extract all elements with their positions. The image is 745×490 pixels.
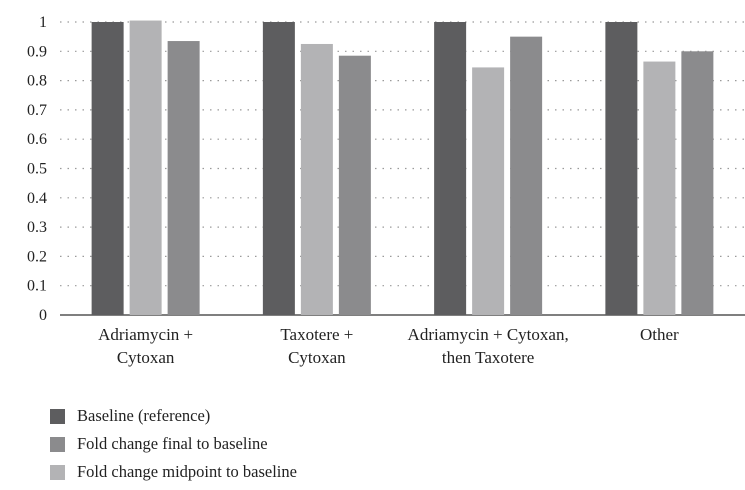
y-tick-label: 0.7	[27, 102, 47, 119]
y-tick-label: 0.9	[27, 43, 47, 60]
x-tick-label: then Taxotere	[442, 348, 534, 367]
x-tick-label: Adriamycin + Cytoxan,	[408, 325, 569, 344]
y-tick-label: 0.2	[27, 248, 47, 265]
x-tick-label: Taxotere +	[280, 325, 353, 344]
legend-item-final: Fold change final to baseline	[50, 430, 297, 458]
legend-item-midpoint: Fold change midpoint to baseline	[50, 458, 297, 486]
legend-label-final: Fold change final to baseline	[77, 434, 268, 453]
x-tick-label: Cytoxan	[288, 348, 346, 367]
x-tick-label: Other	[640, 325, 679, 344]
bar	[91, 22, 124, 315]
x-tick-label: Cytoxan	[117, 348, 175, 367]
y-tick-label: 1	[39, 14, 47, 31]
x-tick-label: Adriamycin +	[98, 325, 193, 344]
y-tick-label: 0	[39, 307, 47, 324]
y-tick-label: 0.8	[27, 73, 47, 90]
bar	[605, 22, 638, 315]
y-tick-label: 0.3	[27, 219, 47, 236]
bar-chart: 0 0.1 0.2 0.3 0.4 0.5 0.6 0.7 0.8 0.9 1 Adriamycin …	[27, 14, 745, 367]
legend-label-baseline: Baseline (reference)	[77, 406, 211, 425]
bar	[129, 20, 162, 315]
y-tick-label: 0.5	[27, 161, 47, 178]
bar	[167, 41, 200, 316]
legend-swatch-midpoint	[50, 464, 65, 480]
legend-swatch-final	[50, 436, 65, 452]
legend-item-baseline: Baseline (reference)	[50, 402, 297, 430]
bar	[434, 22, 467, 315]
bar	[472, 67, 505, 315]
bar	[300, 43, 333, 315]
bar	[338, 55, 371, 315]
y-tick-label: 0.4	[27, 190, 47, 207]
bar	[510, 36, 543, 316]
legend: Baseline (reference) Fold change final t…	[50, 402, 297, 486]
bar	[681, 51, 714, 316]
y-tick-label: 0.6	[27, 131, 47, 148]
bar	[643, 61, 676, 316]
legend-label-midpoint: Fold change midpoint to baseline	[77, 462, 297, 481]
bar	[262, 22, 295, 315]
y-tick-label: 0.1	[27, 278, 47, 295]
legend-swatch-baseline	[50, 408, 65, 424]
